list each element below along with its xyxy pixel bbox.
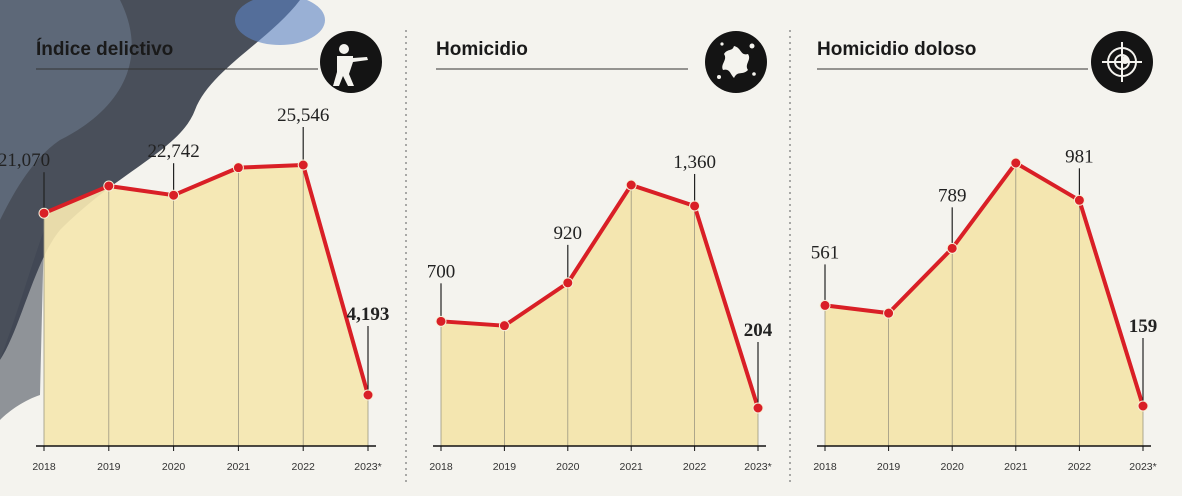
x-tick-label: 2022 (292, 461, 316, 473)
data-point (297, 159, 309, 171)
x-tick-label: 2021 (620, 461, 644, 473)
data-label: 22,742 (147, 141, 199, 162)
x-tick-label: 2020 (941, 461, 965, 473)
gunman-body (333, 56, 368, 86)
data-point (362, 389, 374, 401)
gunman-head (339, 44, 349, 54)
data-point (168, 189, 180, 201)
chart-panel: Homicidio doloso 2018 2019 2020 2021 2022 2023… (811, 31, 1158, 473)
splatter-drop (720, 42, 724, 46)
data-point (819, 299, 831, 311)
photo-figure (0, 0, 132, 220)
data-point (103, 180, 115, 192)
x-tick-label: 2020 (556, 461, 580, 473)
chart-title: Homicidio doloso (817, 39, 976, 60)
data-label: 561 (811, 242, 840, 263)
splatter-drop (749, 43, 755, 49)
chart-title: Homicidio (436, 39, 528, 60)
data-label: 789 (938, 185, 967, 206)
series-line (823, 161, 1145, 408)
data-label: 981 (1065, 146, 1094, 167)
gunman-shape (333, 44, 368, 86)
crosshair-shape (1102, 42, 1142, 82)
x-tick-label: 2022 (683, 461, 707, 473)
x-tick-label: 2019 (493, 461, 517, 473)
data-label: 1,360 (673, 152, 716, 173)
data-point (625, 179, 637, 191)
data-point (752, 402, 764, 414)
photo-blue-helmet (235, 0, 325, 45)
x-tick-label: 2020 (162, 461, 186, 473)
data-point (38, 207, 50, 219)
data-label: 700 (427, 261, 456, 282)
splatter-drop (752, 72, 756, 76)
x-tick-label: 2019 (877, 461, 901, 473)
data-point (946, 242, 958, 254)
x-tick-label: 2019 (97, 461, 121, 473)
police-photo-background (0, 0, 325, 420)
x-tick-label: 2022 (1068, 461, 1092, 473)
data-label: 21,070 (0, 150, 50, 171)
data-point (1010, 157, 1022, 169)
data-point (435, 315, 447, 327)
series-line (439, 183, 760, 410)
data-label: 204 (744, 320, 773, 341)
area-fill (44, 165, 368, 446)
data-label: 159 (1129, 316, 1158, 337)
data-point (232, 162, 244, 174)
data-point (689, 200, 701, 212)
x-tick-label: 2021 (1004, 461, 1028, 473)
splatter-drop (717, 75, 721, 79)
photo-lower-shadow (0, 230, 44, 420)
data-point (1073, 194, 1085, 206)
x-tick-label: 2023* (354, 461, 381, 473)
data-label: 25,546 (277, 105, 329, 126)
data-point (1137, 400, 1149, 412)
x-tick-label: 2018 (32, 461, 56, 473)
data-point (498, 320, 510, 332)
x-tick-label: 2023* (744, 461, 771, 473)
series-line (42, 163, 370, 397)
splatter-blob (722, 46, 750, 78)
chart-title: Índice delictivo (36, 38, 173, 60)
chart-panel: Índice delictivo 2018 2019 2020 2021 2022 2023… (0, 31, 389, 473)
area-fill (441, 185, 758, 446)
chart-panel: Homicidio 2018 2019 2020 2021 2022 2023* 700 920… (427, 31, 773, 473)
x-tick-label: 2023* (1129, 461, 1156, 473)
crosshair-splat (1121, 56, 1129, 64)
splatter-shape (717, 42, 756, 79)
data-point (883, 307, 895, 319)
x-tick-label: 2021 (227, 461, 251, 473)
area-fill (825, 163, 1143, 446)
x-tick-label: 2018 (429, 461, 453, 473)
data-label: 920 (554, 223, 583, 244)
data-label: 4,193 (347, 304, 390, 325)
data-point (562, 277, 574, 289)
x-tick-label: 2018 (813, 461, 837, 473)
